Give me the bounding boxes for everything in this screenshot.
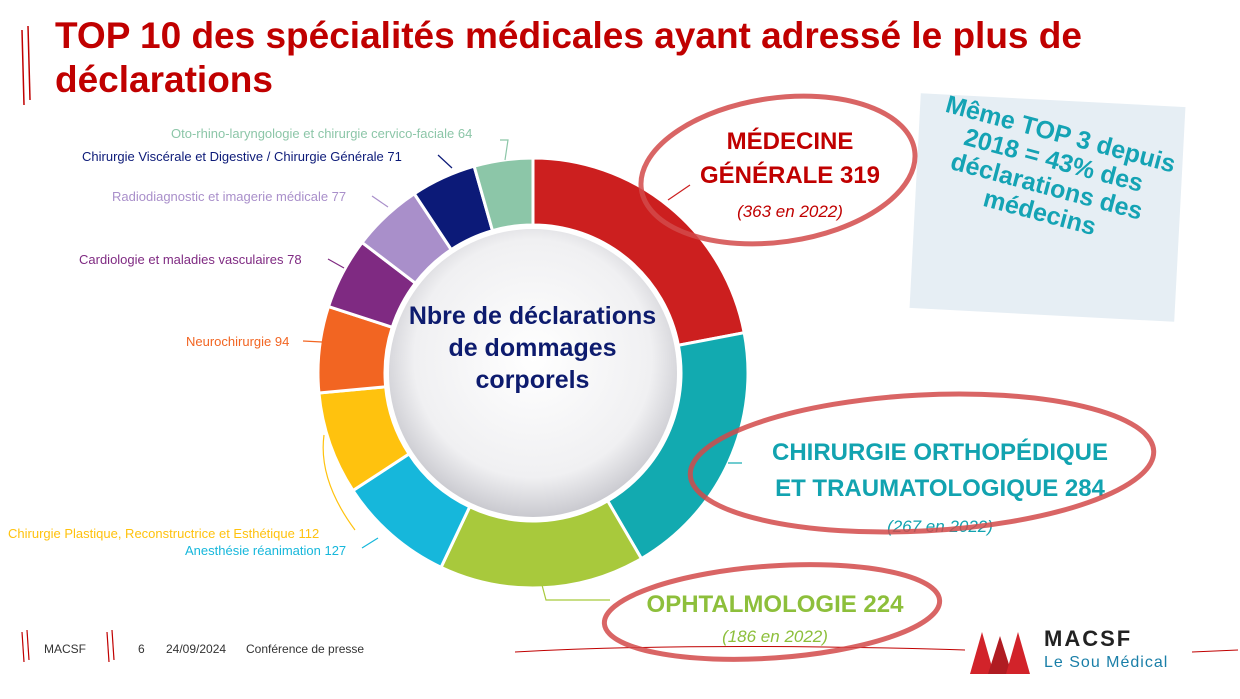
footer-date: 24/09/2024: [166, 642, 227, 656]
donut-center-disk: [389, 229, 677, 517]
leader-line-4: [302, 340, 323, 343]
logo-subtitle: Le Sou Médical: [1044, 654, 1169, 671]
callout-medecine-generale: MÉDECINE GÉNÉRALE 319 (363 en 2022): [690, 125, 890, 229]
highlight-circle-medecine: [638, 93, 918, 247]
label-cardiologie: Cardiologie et maladies vasculaires 78: [79, 252, 302, 267]
label-orl: Oto-rhino-laryngologie et chirurgie cerv…: [171, 126, 473, 141]
callout-medecine-line1: MÉDECINE: [726, 128, 854, 155]
macsf-logo: MACSF Le Sou Médical: [968, 622, 1178, 682]
label-neurochirurgie: Neurochirurgie 94: [186, 334, 290, 349]
callout-medecine-line2: GÉNÉRALE 319: [699, 162, 881, 189]
label-anesthesie: Anesthésie réanimation 127: [185, 543, 347, 558]
label-chirurgie-plastique: Chirurgie Plastique, Reconstructrice et …: [8, 526, 320, 541]
leader-line-5: [322, 434, 356, 531]
leader-line-7: [541, 584, 610, 601]
footer-event: Conférence de presse: [246, 642, 365, 656]
callout-chirurgie-orthopedique: CHIRURGIE ORTHOPÉDIQUE ET TRAUMATOLOGIQU…: [740, 435, 1140, 545]
leader-line-0: [500, 139, 509, 161]
leader-line-1: [437, 154, 453, 169]
slide-title: TOP 10 des spécialités médicales ayant a…: [55, 15, 1082, 100]
footer-page: 6: [138, 642, 145, 656]
leader-line-9: [667, 184, 691, 201]
callout-ophtalmo-line1: OPHTALMOLOGIE 224: [646, 591, 904, 618]
highlight-circle-ophtalmo: [601, 562, 943, 662]
logo-mark-icon: [970, 632, 1030, 674]
leader-line-2: [371, 195, 389, 208]
footer-company: MACSF: [44, 642, 86, 656]
callout-chirurgie-line1: CHIRURGIE ORTHOPÉDIQUE: [771, 439, 1109, 466]
leader-line-6: [361, 537, 379, 549]
donut-slice-9: [472, 156, 535, 233]
callout-chirurgie-line2: ET TRAUMATOLOGIQUE 284: [775, 475, 1105, 502]
logo-name: MACSF: [1044, 626, 1133, 651]
callout-medecine-sub: (363 en 2022): [737, 202, 843, 221]
label-chirurgie-viscerale: Chirurgie Viscérale et Digestive / Chiru…: [82, 149, 402, 164]
leader-line-3: [327, 258, 345, 269]
callout-ophtalmo-sub: (186 en 2022): [722, 627, 828, 646]
callout-ophtalmologie: OPHTALMOLOGIE 224 (186 en 2022): [625, 590, 925, 652]
chart-center-label: Nbre de déclarations de dommages corpore…: [408, 302, 657, 394]
highlight-circle-chirurgie: [687, 391, 1157, 535]
label-radiodiagnostic: Radiodiagnostic et imagerie médicale 77: [112, 189, 347, 204]
